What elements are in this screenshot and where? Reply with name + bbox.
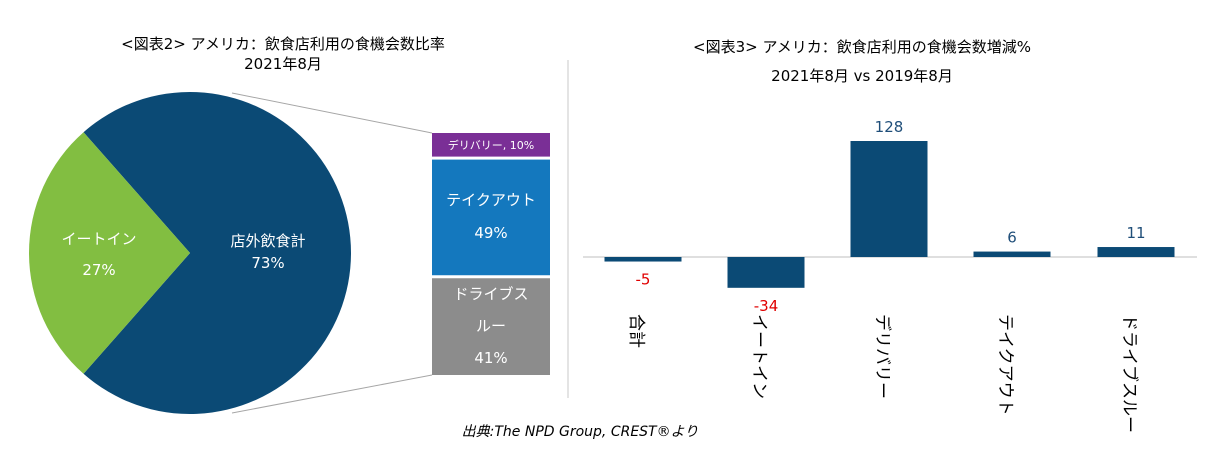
- pie-value-eat-in: 27%: [82, 261, 115, 279]
- bar-2: [850, 141, 928, 257]
- breakdown-segment-delivery: [432, 133, 550, 157]
- bar-category-label-2: デリバリー: [872, 314, 893, 399]
- bar-category-label-1: イートイン: [749, 314, 769, 399]
- bar-value-label-3: 6: [1007, 229, 1017, 247]
- breakdown-value-takeout: 49%: [474, 224, 507, 242]
- breakdown-label-drive-thru-line1: ドライブス: [453, 285, 528, 303]
- bar-value-label-2: 128: [875, 118, 904, 136]
- pie-label-eat-in: イートイン: [61, 230, 136, 248]
- breakdown-value-drive-thru: 41%: [474, 349, 507, 367]
- pie-chart-subtitle: 2021年8月: [244, 55, 322, 73]
- bar-3: [973, 251, 1051, 257]
- bar-value-label-1: -34: [754, 297, 779, 315]
- bar-chart-subtitle: 2021年8月 vs 2019年8月: [771, 67, 953, 85]
- pie-value-takeaway-total: 73%: [251, 254, 284, 272]
- breakdown-connector-bottom: [231, 374, 433, 414]
- bar-4: [1097, 247, 1175, 257]
- breakdown-label-takeout: テイクアウト: [446, 191, 536, 209]
- pie-chart-title: <図表2> アメリカ：飲食店利用の食機会数比率: [121, 35, 445, 53]
- bar-value-label-4: 11: [1126, 224, 1145, 242]
- bar-category-label-4: ドライブスルー: [1119, 314, 1140, 433]
- breakdown-segment-takeout: [432, 159, 550, 276]
- breakdown-segment-drive-thru: [432, 278, 550, 375]
- breakdown-connector-top: [231, 92, 433, 134]
- bar-0: [604, 257, 682, 262]
- breakdown-label-drive-thru-line2: ルー: [476, 317, 506, 335]
- pie-slice-eat-in: [28, 132, 190, 374]
- breakdown-label-delivery: デリバリー, 10%: [448, 138, 534, 152]
- bar-category-label-3: テイクアウト: [995, 314, 1015, 416]
- pie-label-takeaway-total: 店外飲食計: [230, 232, 305, 250]
- bar-category-label-0: 合計: [626, 314, 646, 348]
- pie-slice-takeaway-total: [83, 91, 352, 414]
- source-note: 出典:The NPD Group, CREST®より: [462, 424, 699, 440]
- bar-chart-title: <図表3> アメリカ：飲食店利用の食機会数増減%: [693, 38, 1031, 56]
- bar-value-label-0: -5: [636, 271, 651, 289]
- bar-1: [727, 257, 805, 288]
